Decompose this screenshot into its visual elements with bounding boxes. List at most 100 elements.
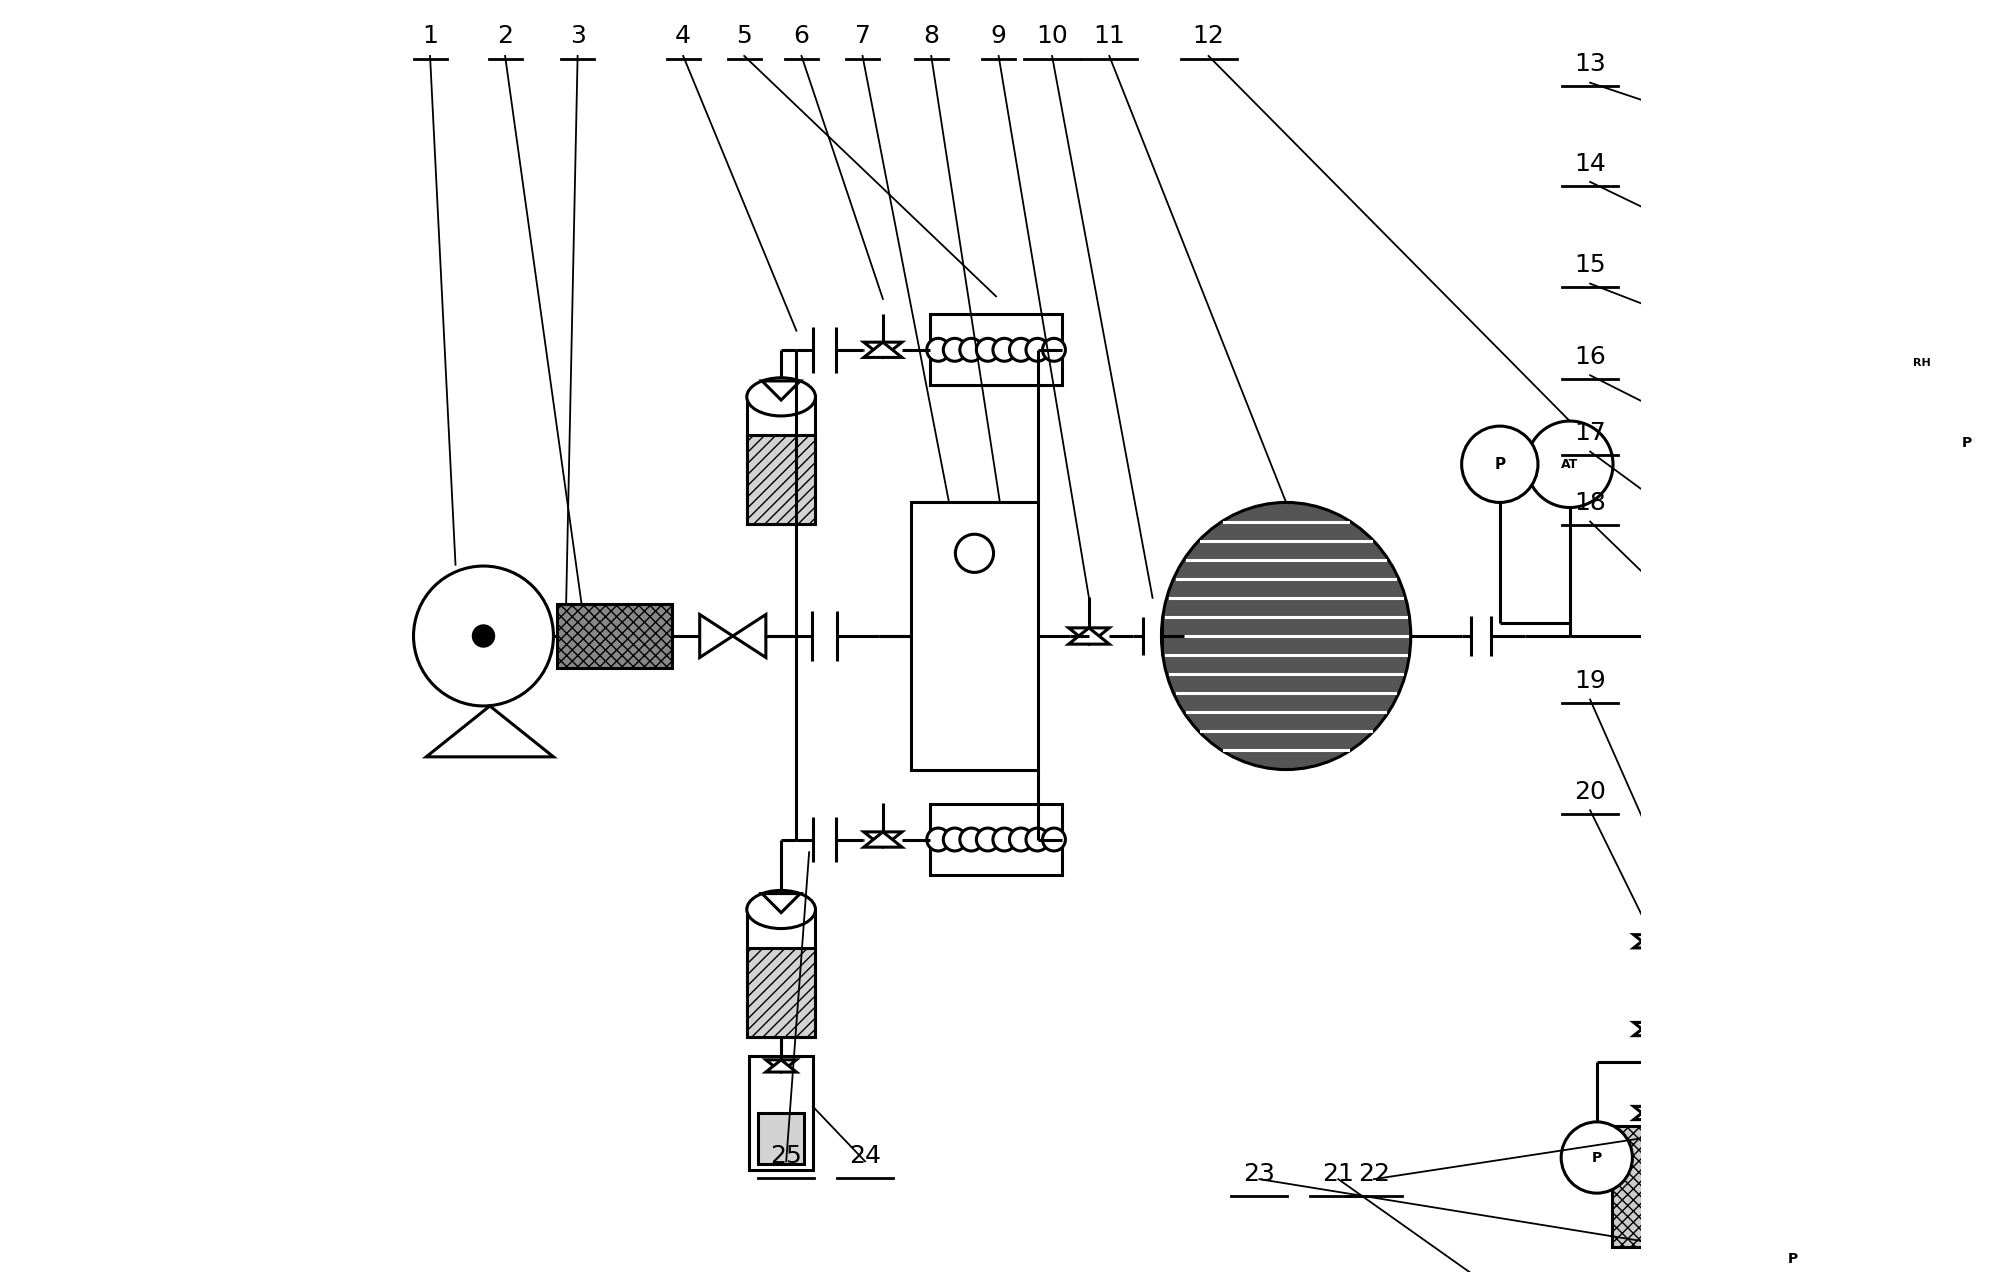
Bar [748,948,816,1037]
Bar [911,502,1037,770]
Circle shape [1851,508,1944,599]
Circle shape [993,828,1015,851]
Text: P: P [1962,435,1972,450]
Ellipse shape [748,890,816,929]
Ellipse shape [1162,502,1411,770]
Polygon shape [766,1060,796,1072]
Text: 24: 24 [848,1144,880,1168]
Polygon shape [766,1060,796,1072]
Text: 13: 13 [1574,52,1606,76]
Polygon shape [1634,935,1666,948]
Text: P: P [1787,1252,1797,1267]
Text: 10: 10 [1037,24,1067,48]
Text: 11: 11 [1093,24,1126,48]
Polygon shape [1069,628,1110,644]
Text: 18: 18 [1574,491,1606,515]
Circle shape [955,534,993,572]
Bar [748,397,816,524]
Text: AT: AT [1562,458,1578,471]
Text: P: P [1592,1150,1602,1165]
Ellipse shape [748,378,816,416]
Bar [748,435,816,524]
Text: 15: 15 [1574,253,1606,277]
Bar [931,314,1061,385]
Text: 8: 8 [923,24,939,48]
Bar [1801,1183,1837,1272]
Circle shape [472,626,494,646]
Polygon shape [762,893,800,913]
Polygon shape [1805,1177,1835,1189]
Circle shape [1025,828,1049,851]
Circle shape [1009,338,1033,361]
Polygon shape [864,832,902,847]
Bar [557,604,671,668]
Text: 2: 2 [496,24,513,48]
Polygon shape [762,380,800,399]
Polygon shape [1634,1023,1666,1035]
Circle shape [1879,321,1964,404]
Text: RH: RH [1914,357,1932,368]
Circle shape [993,338,1015,361]
Text: 12: 12 [1192,24,1224,48]
Text: 20: 20 [1574,780,1606,804]
Polygon shape [1799,954,1819,979]
Polygon shape [864,342,902,357]
Circle shape [927,828,949,851]
Polygon shape [1819,954,1839,979]
Bar [748,909,816,1037]
Circle shape [1025,338,1049,361]
Polygon shape [1755,960,1777,991]
Circle shape [1562,1122,1632,1193]
Circle shape [961,338,983,361]
Circle shape [1043,338,1065,361]
Circle shape [977,828,999,851]
Circle shape [1932,407,2002,478]
Polygon shape [1634,1107,1666,1119]
Text: 1: 1 [422,24,438,48]
Polygon shape [426,706,553,757]
Circle shape [943,828,967,851]
Text: 22: 22 [1359,1161,1389,1186]
Text: 16: 16 [1574,345,1606,369]
Text: 3: 3 [569,24,585,48]
Bar [750,1056,812,1170]
Circle shape [1009,828,1033,851]
Text: 9: 9 [991,24,1007,48]
Text: 17: 17 [1574,421,1606,445]
Text: 25: 25 [770,1144,802,1168]
Polygon shape [1634,1107,1666,1119]
Circle shape [961,828,983,851]
Circle shape [1757,1224,1829,1272]
Text: 19: 19 [1574,669,1606,693]
Polygon shape [699,614,734,658]
Bar [931,804,1061,875]
Polygon shape [1805,1177,1835,1189]
Polygon shape [1069,628,1110,644]
Bar [758,1113,804,1164]
Polygon shape [1733,960,1755,991]
Bar [1646,464,1843,897]
Bar [1612,1126,1739,1247]
Bar [1678,651,1787,700]
Polygon shape [1634,1023,1666,1035]
Polygon shape [864,342,902,357]
Text: 21: 21 [1323,1161,1355,1186]
Polygon shape [1634,935,1666,948]
Circle shape [943,338,967,361]
Text: 23: 23 [1244,1161,1274,1186]
Bar [1652,795,1837,890]
Bar [1696,1014,1753,1126]
Text: 4: 4 [675,24,691,48]
Circle shape [927,338,949,361]
Bar [1954,191,2010,273]
Circle shape [1526,421,1612,508]
Polygon shape [734,614,766,658]
Text: 14: 14 [1574,151,1606,176]
Circle shape [1461,426,1538,502]
Circle shape [414,566,553,706]
Circle shape [1043,828,1065,851]
Text: 6: 6 [794,24,810,48]
Polygon shape [864,832,902,847]
Circle shape [977,338,999,361]
Text: 5: 5 [736,24,752,48]
